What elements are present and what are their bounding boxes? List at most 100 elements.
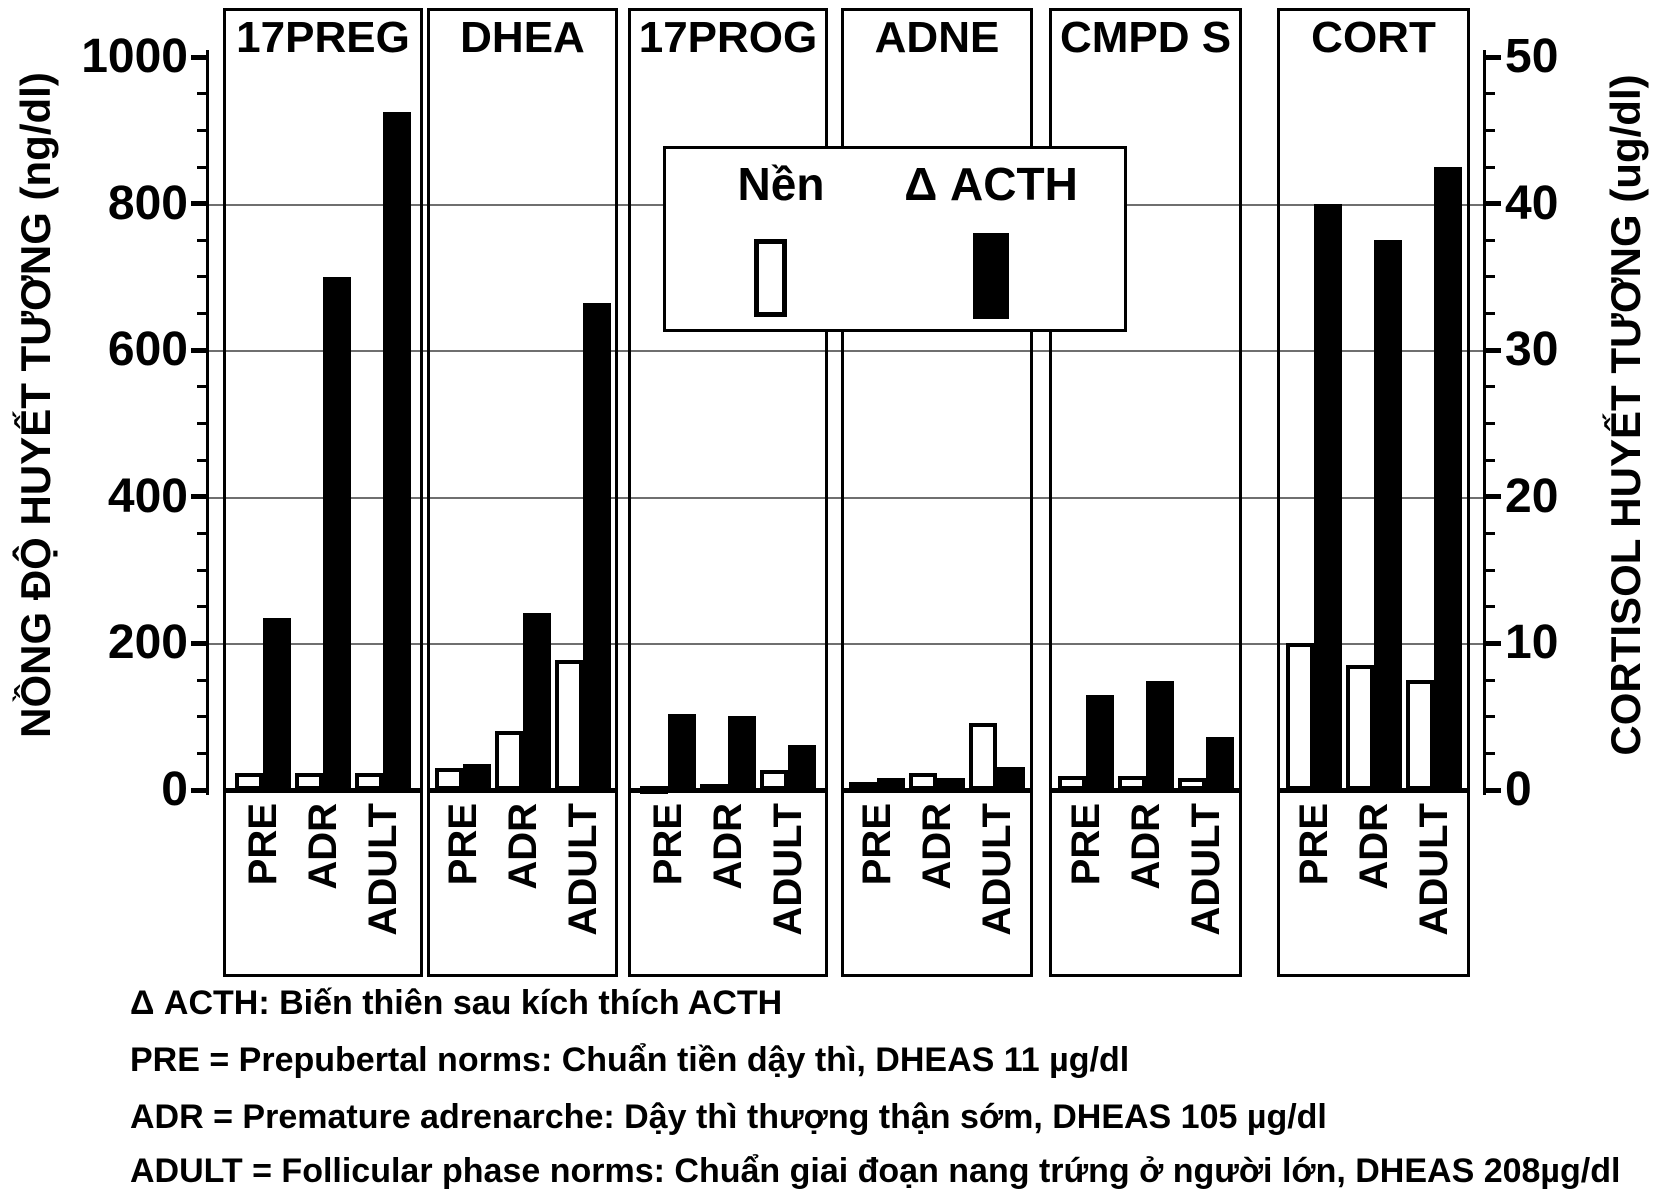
x-axis-label-text: ADR (915, 803, 959, 890)
right-axis-minor-tick-47.5 (1483, 92, 1495, 96)
x-axis-label-text: PRE (855, 803, 899, 886)
x-axis-label-text: ADR (500, 803, 545, 890)
x-axis-label-text: ADULT (361, 803, 405, 936)
x-axis-label-text: ADR (1351, 803, 1396, 890)
panel-title: ADNE (874, 13, 1000, 62)
x-axis-label-text: ADR (1123, 803, 1168, 890)
x-axis-label-adr: ADR (706, 803, 750, 993)
x-axis-label-adult: ADULT (1412, 803, 1456, 993)
bar-acth-dhea-adult (582, 302, 611, 790)
bar-acth-17prog-adr (728, 716, 756, 790)
right-axis-minor-tick-5 (1483, 715, 1495, 719)
left-axis-tick-label-600: 600 (107, 323, 188, 377)
bar-acth-17prog-pre (668, 713, 696, 790)
left-axis-major-tick-800 (191, 201, 209, 207)
bar-baseline-adne-adult (969, 723, 997, 790)
bar-acth-cmpd-s-adr (1145, 680, 1174, 790)
panel-box-cmpd-s (1049, 8, 1242, 977)
panel-baseline (1051, 788, 1240, 793)
panel-box-cort (1277, 8, 1470, 977)
x-axis-label-adr: ADR (501, 803, 545, 993)
left-axis-major-tick-0 (191, 787, 209, 793)
x-axis-label-text: ADR (301, 803, 345, 890)
legend-label-acth: Δ ACTH (904, 158, 1078, 210)
x-axis-label-text: ADULT (975, 803, 1019, 936)
left-axis-minor-tick-100 (197, 715, 209, 719)
bar-acth-17preg-adr (323, 276, 351, 790)
x-axis-label-text: PRE (241, 803, 285, 886)
panel-baseline (225, 788, 421, 793)
footnote-adult: ADULT = Follicular phase norms: Chuẩn gi… (130, 1152, 1621, 1190)
x-axis-label-pre: PRE (241, 803, 285, 993)
panel-box-17preg (223, 8, 423, 977)
left-axis-minor-tick-450 (197, 458, 209, 462)
left-axis-minor-tick-300 (197, 568, 209, 572)
left-axis-minor-tick-850 (197, 165, 209, 169)
right-axis-tick-label-50: 50 (1505, 30, 1559, 83)
bar-baseline-cort-adult (1405, 680, 1434, 790)
bar-acth-dhea-pre (462, 764, 491, 790)
x-axis-label-text: ADULT (560, 803, 605, 936)
panel-title: CORT (1311, 13, 1436, 62)
right-axis-minor-tick-7.5 (1483, 678, 1495, 682)
right-axis-major-tick-30 (1483, 347, 1501, 353)
x-axis-label-text: PRE (1291, 803, 1336, 886)
right-axis-major-tick-40 (1483, 201, 1501, 207)
left-axis-tick-label-0: 0 (161, 763, 188, 816)
x-axis-label-text: ADR (706, 803, 750, 890)
bar-acth-adne-pre (877, 778, 905, 790)
panel-baseline (429, 788, 616, 793)
right-axis-tick-label-20: 20 (1505, 469, 1559, 523)
right-axis-minor-tick-22.5 (1483, 458, 1495, 462)
x-axis-label-text: ADULT (1411, 803, 1456, 936)
x-axis-label-text: PRE (1063, 803, 1108, 886)
bar-acth-cort-pre (1313, 203, 1342, 790)
right-axis-major-tick-20 (1483, 494, 1501, 500)
left-axis-minor-tick-900 (197, 128, 209, 132)
right-axis-minor-tick-15 (1483, 568, 1495, 572)
panel-title: CMPD S (1059, 13, 1232, 62)
panel-title: 17PREG (236, 13, 410, 62)
x-axis-label-adr: ADR (915, 803, 959, 993)
panel-box-dhea (427, 8, 618, 977)
bar-baseline-dhea-pre (434, 768, 463, 790)
panel-title: 17PROG (638, 13, 818, 62)
x-axis-label-pre: PRE (441, 803, 485, 993)
right-axis-minor-tick-25 (1483, 422, 1495, 425)
x-axis-label-adult: ADULT (361, 803, 405, 993)
legend-swatch-baseline-bar (754, 239, 787, 317)
bar-acth-17preg-adult (383, 112, 411, 790)
left-axis-minor-tick-50 (197, 751, 209, 755)
right-axis-tick-label-10: 10 (1505, 616, 1559, 670)
legend-label-baseline: Nền (737, 158, 825, 210)
bar-acth-cort-adr (1373, 240, 1402, 791)
footnote-acth: Δ ACTH: Biến thiên sau kích thích ACTH (130, 984, 783, 1022)
left-axis-minor-tick-150 (197, 678, 209, 682)
bar-baseline-17prog-adult (760, 770, 788, 790)
bar-baseline-17preg-adult (355, 773, 383, 790)
x-axis-label-pre: PRE (646, 803, 690, 993)
right-axis-tick-label-40: 40 (1505, 176, 1559, 230)
x-axis-label-text: ADULT (1183, 803, 1228, 936)
footnote-adr: ADR = Premature adrenarche: Dậy thì thượ… (130, 1098, 1327, 1136)
right-axis-major-tick-10 (1483, 640, 1501, 646)
left-axis-major-tick-200 (191, 640, 209, 646)
x-axis-label-text: PRE (646, 803, 690, 886)
x-axis-label-adult: ADULT (975, 803, 1019, 993)
bar-acth-cort-adult (1433, 167, 1462, 790)
left-axis-minor-tick-650 (197, 312, 209, 316)
right-axis-minor-tick-35 (1483, 275, 1495, 279)
bar-baseline-dhea-adr (494, 730, 523, 790)
panel-box-adne (841, 8, 1033, 977)
right-axis-minor-tick-2.5 (1483, 751, 1495, 755)
left-axis-tick-label-1000: 1000 (81, 30, 188, 83)
gridline-200 (209, 643, 1483, 646)
bar-acth-17preg-pre (263, 617, 291, 790)
x-axis-label-adr: ADR (301, 803, 345, 993)
x-axis-label-adr: ADR (1352, 803, 1396, 993)
left-axis-minor-tick-500 (197, 422, 209, 425)
right-axis-minor-tick-42.5 (1483, 165, 1495, 169)
bar-acth-cmpd-s-adult (1205, 737, 1234, 790)
bar-acth-17prog-adult (788, 744, 816, 790)
